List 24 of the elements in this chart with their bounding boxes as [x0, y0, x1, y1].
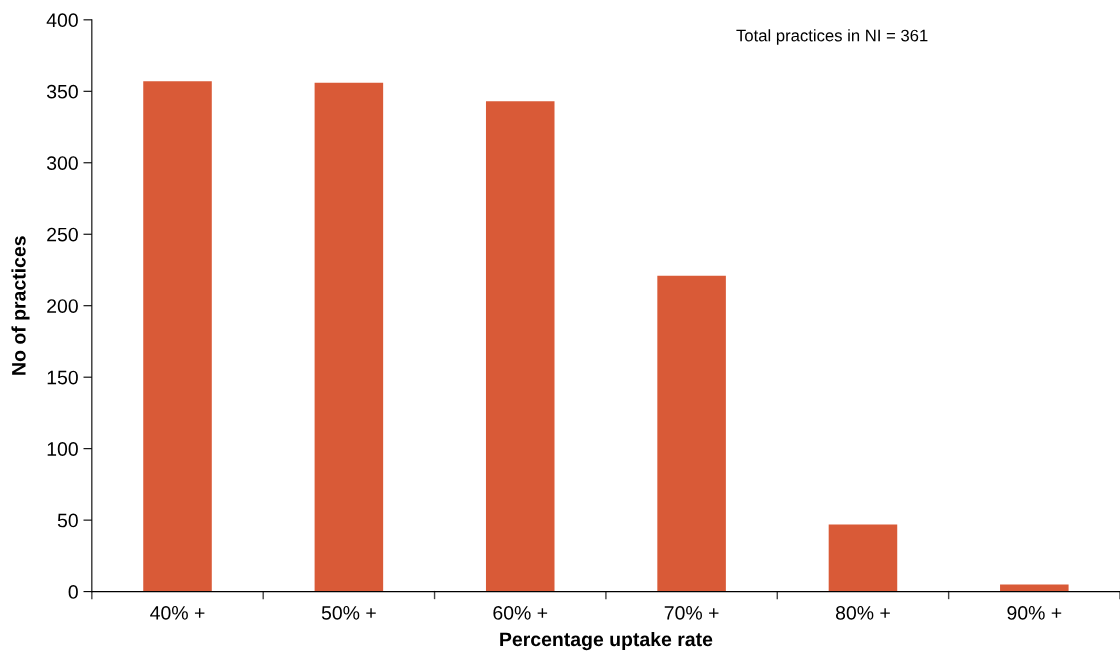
- y-tick-label: 150: [47, 370, 78, 385]
- y-tick-label: 0: [68, 585, 78, 599]
- x-tick-label: 90% +: [1007, 606, 1062, 620]
- annotation: Total practices in NI = 361: [736, 29, 928, 45]
- y-tick-label: 350: [46, 84, 78, 99]
- bar: [314, 82, 384, 592]
- bar: [828, 524, 898, 592]
- y-tick-label: 250: [47, 227, 78, 242]
- y-tick-label: 100: [47, 442, 78, 456]
- x-axis-title: Percentage uptake rate: [500, 631, 713, 651]
- x-tick-label: 70% +: [664, 606, 719, 620]
- y-tick-label: 200: [47, 299, 78, 313]
- x-tick-label: 80% +: [835, 606, 890, 620]
- y-tick-label: 300: [46, 156, 78, 171]
- bar: [143, 81, 212, 592]
- x-tick-label: 40% +: [150, 606, 205, 620]
- y-axis-title: No of practices: [11, 236, 30, 375]
- y-tick-label: 50: [57, 513, 78, 528]
- x-tick-label: 60% +: [493, 606, 548, 620]
- bar: [657, 275, 726, 592]
- bar: [1000, 584, 1069, 592]
- y-tick-label: 400: [46, 13, 78, 28]
- bar: [485, 101, 555, 592]
- x-tick-label: 50% +: [321, 606, 376, 620]
